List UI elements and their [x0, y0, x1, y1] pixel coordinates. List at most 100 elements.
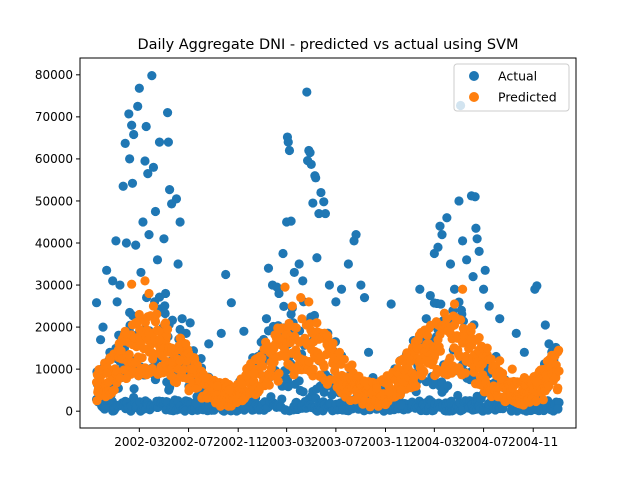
predicted-point — [116, 346, 126, 356]
predicted-point — [507, 364, 517, 374]
predicted-point — [178, 364, 188, 375]
y-tick-label: 60000 — [35, 152, 73, 166]
predicted-point — [477, 359, 487, 369]
actual-point — [147, 71, 157, 81]
y-tick-label: 40000 — [35, 236, 73, 250]
actual-point — [129, 129, 139, 140]
actual-point — [327, 390, 337, 400]
actual-point — [289, 267, 299, 278]
actual-point — [95, 335, 106, 345]
actual-point — [121, 238, 132, 248]
actual-point — [136, 267, 146, 278]
predicted-point — [258, 361, 268, 371]
actual-point — [454, 196, 464, 206]
predicted-point — [175, 356, 185, 366]
predicted-point — [114, 339, 124, 349]
predicted-point — [167, 343, 177, 353]
actual-point — [185, 318, 195, 328]
predicted-point — [322, 330, 332, 341]
predicted-point — [274, 368, 284, 379]
predicted-point — [466, 322, 477, 332]
actual-point — [468, 272, 478, 282]
y-tick-label: 50000 — [35, 194, 73, 208]
predicted-point — [449, 299, 460, 309]
actual-point — [298, 387, 308, 397]
predicted-point — [486, 354, 496, 364]
actual-point — [415, 284, 425, 294]
actual-point — [144, 229, 154, 240]
predicted-point — [291, 323, 301, 333]
predicted-point — [544, 381, 554, 391]
actual-point — [306, 159, 316, 169]
actual-point — [284, 145, 295, 156]
actual-point — [150, 206, 161, 217]
actual-point — [98, 322, 108, 332]
actual-point — [160, 301, 170, 311]
actual-point — [320, 208, 330, 219]
y-tick-label: 20000 — [35, 320, 73, 334]
actual-point — [127, 178, 138, 188]
actual-point — [261, 314, 272, 324]
actual-point — [302, 87, 312, 97]
actual-point — [278, 248, 288, 259]
predicted-point — [160, 318, 171, 328]
actual-point — [216, 328, 226, 338]
predicted-point — [144, 288, 154, 299]
predicted-point — [152, 309, 162, 319]
predicted-point — [422, 331, 433, 341]
actual-point — [436, 299, 446, 309]
actual-point — [532, 281, 542, 291]
actual-point — [279, 301, 289, 311]
actual-point — [449, 284, 460, 294]
predicted-point — [131, 318, 141, 328]
actual-point — [143, 169, 153, 179]
predicted-point — [433, 335, 443, 345]
predicted-point — [308, 371, 318, 381]
x-tick-label: 2003-03 — [262, 435, 312, 449]
actual-point — [124, 109, 134, 119]
predicted-point — [249, 368, 259, 378]
predicted-point — [134, 309, 144, 320]
predicted-point — [120, 326, 130, 336]
actual-point — [111, 236, 121, 246]
predicted-point — [347, 360, 357, 370]
y-tick-label: 80000 — [35, 68, 73, 82]
predicted-point — [339, 354, 349, 365]
y-tick-label: 0 — [65, 404, 73, 418]
actual-point — [544, 339, 554, 349]
actual-point — [442, 213, 452, 223]
actual-point — [435, 221, 445, 231]
actual-point — [129, 384, 139, 394]
actual-point — [133, 101, 143, 111]
actual-point — [125, 154, 135, 164]
predicted-point — [519, 372, 529, 383]
actual-point — [160, 288, 171, 299]
chart-title: Daily Aggregate DNI - predicted vs actua… — [137, 37, 518, 53]
predicted-point — [457, 284, 468, 294]
predicted-point — [308, 364, 318, 374]
actual-point — [480, 265, 490, 275]
actual-point — [120, 138, 130, 148]
actual-point — [118, 181, 128, 191]
predicted-point — [445, 353, 455, 363]
actual-point — [175, 217, 185, 227]
predicted-point — [554, 366, 564, 376]
actual-point — [263, 263, 274, 273]
actual-point — [319, 197, 329, 207]
actual-point — [470, 192, 480, 202]
actual-point — [495, 314, 505, 324]
predicted-point — [442, 314, 452, 324]
actual-point — [425, 290, 435, 301]
y-tick-label: 30000 — [35, 278, 73, 292]
predicted-point — [296, 293, 306, 303]
predicted-point — [411, 381, 421, 391]
actual-point — [102, 265, 112, 275]
predicted-point — [212, 381, 222, 391]
actual-point — [160, 308, 170, 319]
actual-point — [274, 288, 284, 299]
actual-point — [343, 259, 353, 269]
x-tick-label: 2004-03 — [409, 435, 459, 449]
legend-marker-predicted — [469, 92, 479, 102]
